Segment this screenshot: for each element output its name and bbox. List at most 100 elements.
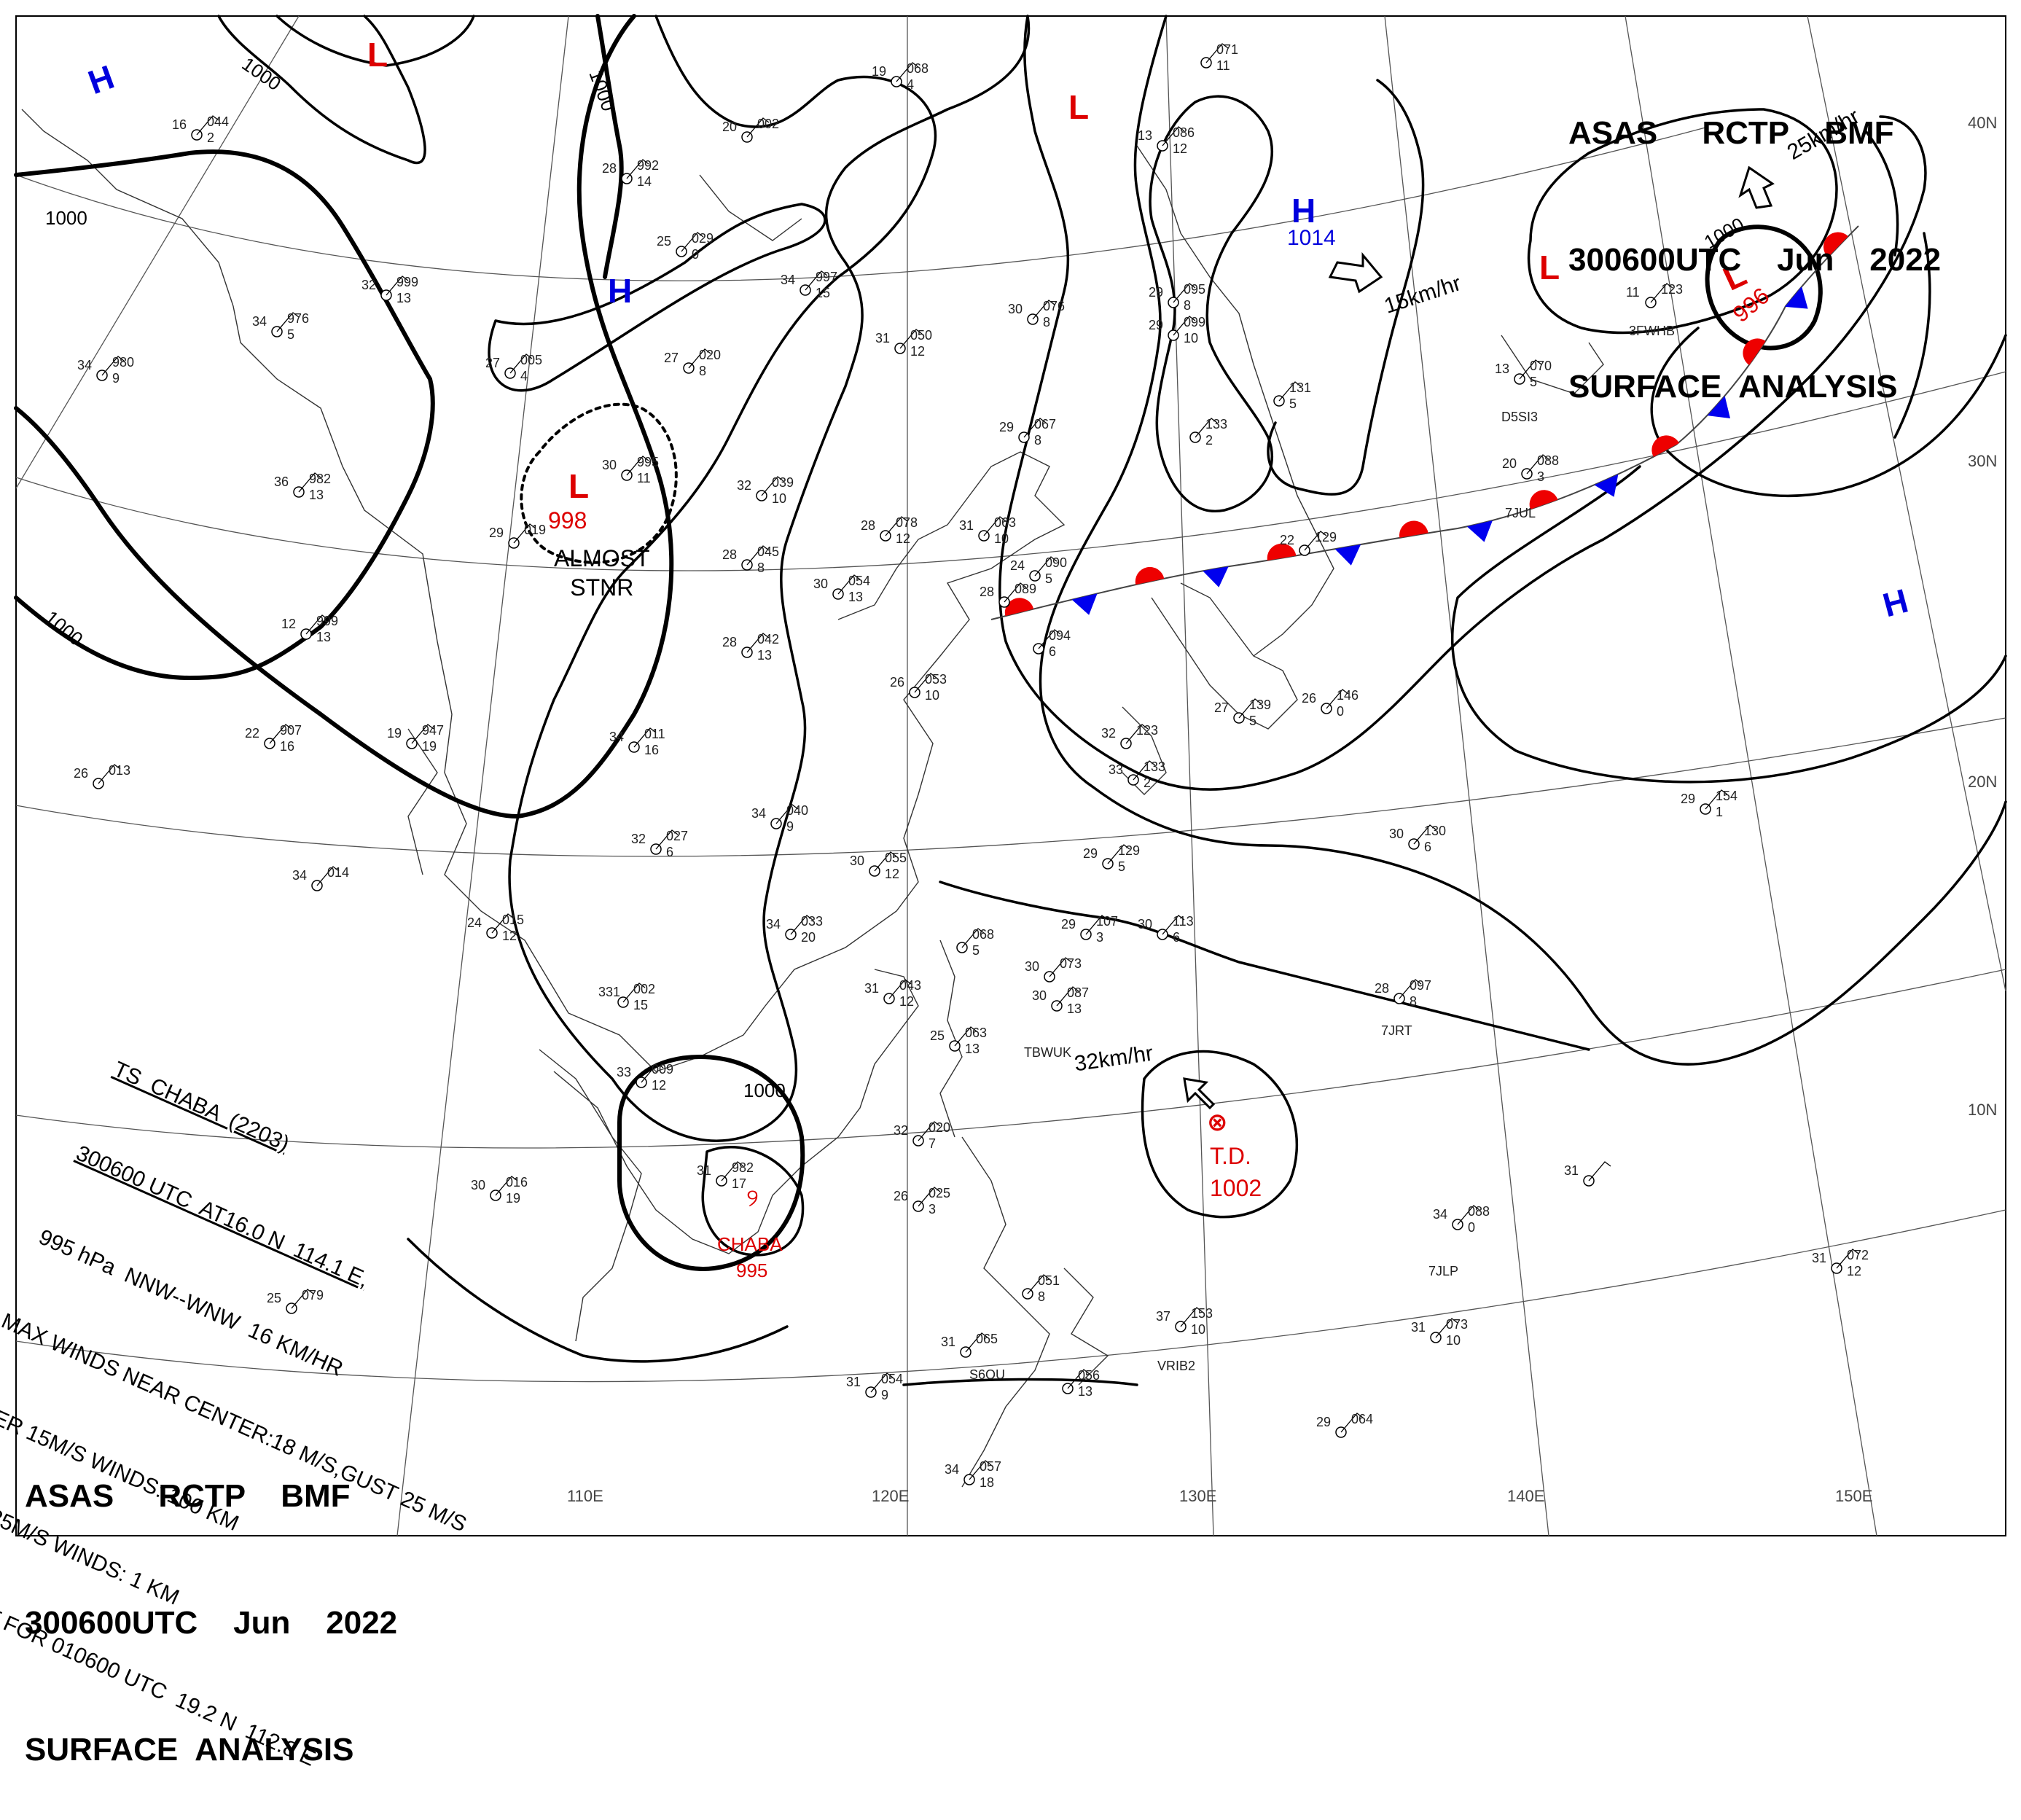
- station-pressure: 982: [309, 472, 331, 486]
- low-center-pressure: 998: [548, 507, 587, 534]
- wind-barb-icon: [790, 915, 813, 935]
- station-plot: 25 079: [267, 1288, 324, 1314]
- station-pressure: 097: [1410, 978, 1431, 993]
- station-tendency: 13: [965, 1042, 980, 1056]
- isobar-south-1: [939, 880, 1590, 1051]
- station-plot: 12 999 13: [281, 614, 338, 644]
- wind-barb-icon: [918, 1187, 941, 1207]
- station-plot: 31 072 12: [1812, 1248, 1869, 1278]
- wind-barb-icon: [1032, 300, 1055, 320]
- station-pressure: 002: [757, 117, 779, 131]
- station-pressure: 009: [652, 1062, 673, 1077]
- station-tendency: 13: [316, 630, 331, 644]
- station-tendency: 12: [885, 867, 899, 881]
- latitude-line-30n: [15, 371, 2006, 571]
- station-plot: 25 063 13: [930, 1026, 987, 1056]
- station-tendency: 13: [1078, 1384, 1092, 1399]
- station-tendency: 6: [1424, 840, 1431, 854]
- chart-header-bottom: ASAS RCTP BMF 300600UTC Jun 2022 SURFACE…: [25, 1391, 397, 1813]
- station-tendency: 16: [644, 743, 659, 757]
- station-pressure: 146: [1337, 688, 1359, 703]
- station-tendency: 12: [1173, 141, 1187, 156]
- wind-barb-icon: [98, 764, 121, 784]
- station-tendency: 13: [396, 291, 411, 305]
- almost-stationary-label: ALMOST STNR: [554, 544, 650, 602]
- station-pressure: 016: [506, 1175, 528, 1190]
- station-pressure: 095: [1184, 282, 1205, 297]
- high-center-pressure: 1014: [1287, 226, 1336, 250]
- longitude-label: 140E: [1507, 1487, 1545, 1505]
- wind-barb-icon: [837, 574, 861, 595]
- longitude-line-160e: [1807, 15, 2006, 992]
- station-temperature: 34: [945, 1462, 959, 1477]
- station-pressure: 131: [1289, 380, 1311, 395]
- station-temperature: 29: [1061, 917, 1076, 932]
- almost-stationary-line: STNR: [570, 574, 634, 601]
- station-temperature: 26: [894, 1189, 908, 1203]
- longitude-label: 110E: [567, 1487, 603, 1505]
- isobar-central-trough: [508, 15, 1031, 1142]
- isobar-1000-north: [595, 14, 624, 279]
- station-pressure: 153: [1191, 1306, 1213, 1321]
- station-plot: 31 054 9: [846, 1372, 903, 1402]
- station-temperature: 13: [1138, 128, 1152, 143]
- wind-barb-icon: [1836, 1249, 1859, 1269]
- station-tendency: 12: [502, 929, 517, 943]
- station-tendency: 15: [633, 998, 648, 1012]
- station-pressure: 020: [929, 1120, 950, 1135]
- station-tendency: 12: [1847, 1264, 1861, 1278]
- station-temperature: 33: [617, 1065, 631, 1079]
- wind-barb-icon: [896, 62, 919, 82]
- station-plot: 29 064: [1316, 1412, 1373, 1438]
- station-pressure: 019: [524, 523, 546, 537]
- wind-barb-icon: [688, 348, 711, 369]
- wind-barb-icon: [1004, 582, 1027, 603]
- high-center-icon: H: [608, 272, 633, 310]
- low-center-icon: L: [1539, 249, 1560, 286]
- station-temperature: 32: [631, 832, 646, 846]
- low-center-icon: L: [367, 36, 388, 74]
- station-pressure: 123: [1136, 723, 1158, 738]
- station-tendency: 2: [1144, 776, 1151, 790]
- cold-front-triangle-icon: [1071, 593, 1098, 615]
- chart-header-top: ASAS RCTP BMF 300600UTC Jun 2022 SURFACE…: [1568, 28, 1941, 450]
- station-pressure: 130: [1424, 824, 1446, 838]
- station-temperature: 26: [890, 675, 904, 690]
- station-plot: 31 065: [941, 1332, 998, 1358]
- station-tendency: 3: [1537, 469, 1544, 484]
- station-tendency: 19: [506, 1191, 520, 1206]
- station-tendency: 6: [1049, 644, 1056, 659]
- station-temperature: 22: [1280, 533, 1294, 547]
- station-pressure: 133: [1205, 417, 1227, 431]
- isobar-label: 1000: [743, 1079, 786, 1101]
- station-pressure: 088: [1537, 453, 1559, 468]
- wind-barb-icon: [655, 829, 679, 850]
- station-temperature: 31: [846, 1375, 861, 1389]
- station-pressure: 045: [757, 544, 779, 559]
- station-plot: 31: [1564, 1161, 1611, 1187]
- station-plot: 30 130 6: [1389, 824, 1446, 854]
- station-tendency: 13: [757, 648, 772, 663]
- ship-callsign: TBWUK: [1024, 1045, 1071, 1060]
- station-temperature: 30: [471, 1178, 485, 1192]
- station-temperature: 31: [697, 1163, 711, 1178]
- station-pressure: 907: [280, 723, 302, 738]
- station-tendency: 17: [732, 1176, 746, 1191]
- wind-barb-icon: [305, 614, 329, 635]
- station-pressure: 070: [1530, 359, 1552, 373]
- wind-barb-icon: [1067, 1369, 1090, 1389]
- isobar-south-3: [407, 1238, 789, 1363]
